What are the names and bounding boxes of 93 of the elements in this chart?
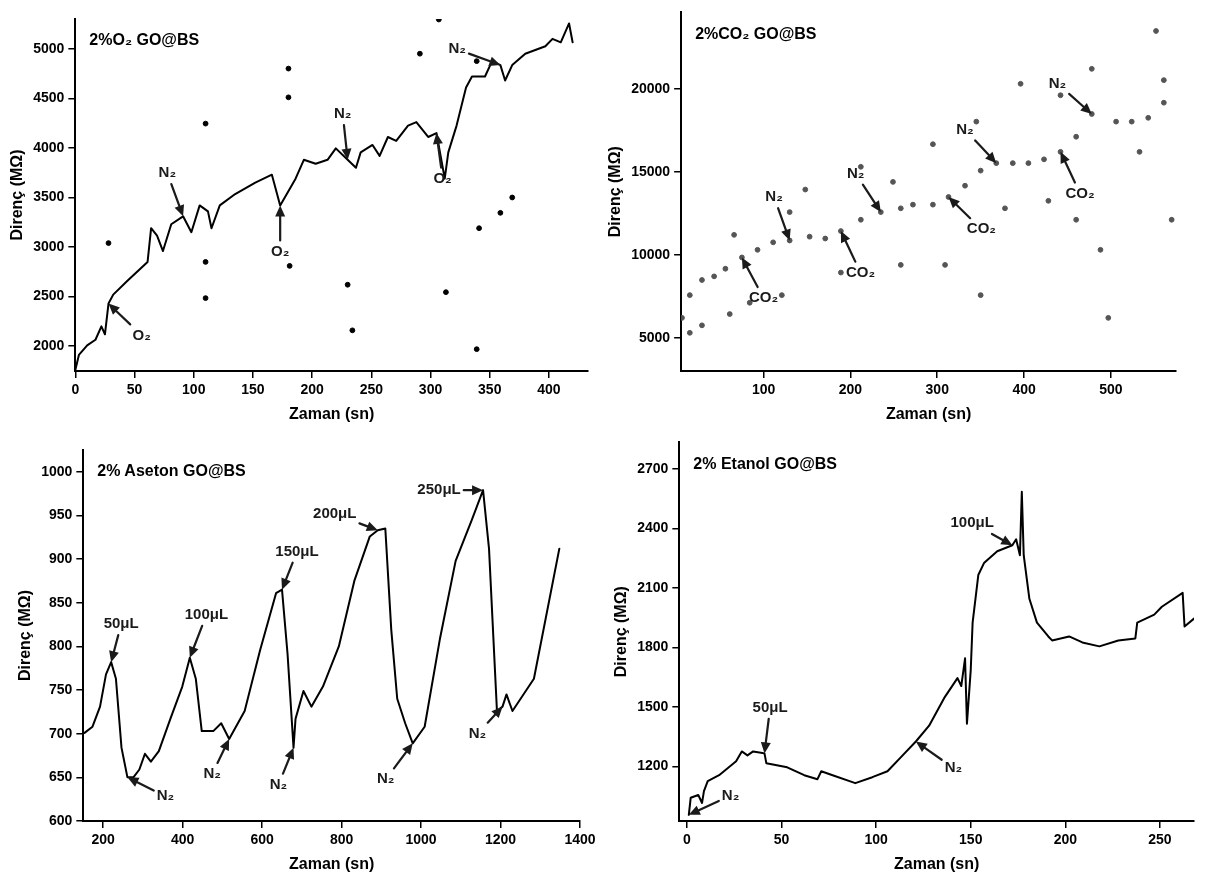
- y-tick-label: 2400: [637, 519, 669, 536]
- y-tick-label: 5000: [33, 39, 65, 56]
- y-tick-label: 700: [48, 724, 73, 741]
- y-axis-title: Direnç (MΩ): [612, 586, 630, 678]
- annotation: N₂: [158, 163, 177, 181]
- y-tick-label: 1500: [637, 697, 669, 714]
- text: 2%O₂ GO@BS: [89, 31, 200, 49]
- x-tick-label: 350: [478, 381, 502, 398]
- y-tick-label: 900: [48, 549, 73, 566]
- annotation: 100μL: [184, 604, 229, 622]
- y-axis-title: Direnç (MΩ): [8, 149, 26, 241]
- x-tick-label: 800: [329, 831, 354, 848]
- x-tick-label: 500: [1099, 381, 1123, 398]
- y-tick-label: 850: [48, 593, 73, 610]
- x-tick-label: 300: [418, 381, 443, 398]
- x-tick-label: 50: [126, 381, 143, 398]
- y-tick-label: 2000: [33, 337, 65, 354]
- annotation: CO₂: [1065, 183, 1095, 201]
- y-tick-label: 1200: [637, 757, 669, 774]
- annotation: 50μL: [103, 614, 139, 632]
- y-tick-label: 5000: [638, 328, 671, 345]
- x-tick-label: 600: [250, 831, 275, 848]
- y-tick-label: 2700: [637, 460, 669, 477]
- x-tick-label: 0: [683, 831, 692, 848]
- x-tick-label: 200: [91, 831, 116, 848]
- x-tick-label: 1200: [484, 831, 517, 848]
- x-tick-label: 100: [864, 831, 889, 848]
- y-axis-title: Direnç (MΩ): [606, 146, 624, 238]
- annotation: 100μL: [950, 513, 994, 531]
- annotation: CO₂: [748, 288, 779, 306]
- annotation: O₂: [271, 241, 290, 259]
- annotation: 150μL: [275, 541, 319, 559]
- x-tick-label: 100: [182, 381, 206, 398]
- annotation: 50μL: [752, 697, 788, 715]
- y-tick-label: 1800: [637, 638, 669, 655]
- x-tick-label: 50: [773, 831, 790, 848]
- text: 2%CO₂ GO@BS: [695, 24, 817, 42]
- annotation: CO₂: [845, 262, 876, 280]
- annotation: N₂: [448, 39, 466, 57]
- x-tick-label: 200: [300, 381, 325, 398]
- y-tick-label: 4000: [33, 138, 65, 155]
- y-tick-label: 15000: [631, 162, 671, 179]
- annotation: N₂: [765, 187, 783, 205]
- x-tick-label: 400: [171, 831, 195, 848]
- y-tick-label: 650: [48, 768, 73, 785]
- annotation: N₂: [468, 723, 487, 741]
- x-tick-label: 0: [71, 381, 80, 398]
- annotation: O₂: [132, 325, 151, 343]
- annotation: N₂: [334, 104, 352, 122]
- y-tick-label: 2500: [33, 287, 65, 304]
- annotation: N₂: [721, 785, 740, 803]
- x-tick-label: 1400: [564, 831, 596, 848]
- x-tick-label: 300: [925, 381, 950, 398]
- annotation: N₂: [203, 764, 221, 782]
- annotation: CO₂: [966, 219, 996, 237]
- text: 2% Etanol GO@BS: [693, 454, 838, 472]
- annotation: N₂: [956, 119, 974, 137]
- annotation: N₂: [269, 774, 288, 792]
- x-tick-label: 1000: [405, 831, 437, 848]
- y-tick-label: 2100: [637, 578, 669, 595]
- x-axis-title: Zaman (sn): [885, 404, 972, 422]
- annotation: 200μL: [313, 504, 357, 522]
- x-tick-label: 400: [1012, 381, 1036, 398]
- x-tick-label: 150: [959, 831, 983, 848]
- x-axis-title: Zaman (sn): [289, 404, 375, 422]
- x-tick-label: 150: [241, 381, 265, 398]
- x-tick-label: 100: [751, 381, 776, 398]
- y-tick-label: 1000: [41, 462, 73, 479]
- x-tick-label: 250: [1148, 831, 1172, 848]
- x-tick-label: 400: [537, 381, 561, 398]
- text: 2% Aseton GO@BS: [97, 462, 247, 480]
- y-tick-label: 20000: [631, 79, 671, 96]
- annotation: O₂: [433, 168, 452, 186]
- annotation: N₂: [376, 769, 395, 787]
- y-tick-label: 10000: [631, 245, 671, 262]
- x-tick-label: 200: [838, 381, 863, 398]
- y-tick-label: 3000: [33, 237, 65, 254]
- y-tick-label: 600: [48, 811, 73, 828]
- y-tick-label: 800: [48, 637, 73, 654]
- y-tick-label: 4500: [33, 89, 65, 106]
- x-axis-title: Zaman (sn): [894, 854, 980, 872]
- y-tick-label: 3500: [33, 188, 65, 205]
- annotation: N₂: [944, 758, 963, 776]
- annotation: 250μL: [417, 480, 461, 498]
- annotation: N₂: [1048, 73, 1067, 91]
- x-axis-title: Zaman (sn): [289, 854, 375, 872]
- y-axis-title: Direnç (MΩ): [16, 589, 34, 682]
- x-tick-label: 200: [1053, 831, 1078, 848]
- y-tick-label: 750: [48, 680, 73, 697]
- annotation: N₂: [156, 786, 175, 804]
- x-tick-label: 250: [359, 381, 384, 398]
- y-tick-label: 950: [48, 506, 73, 523]
- annotation: N₂: [846, 163, 865, 181]
